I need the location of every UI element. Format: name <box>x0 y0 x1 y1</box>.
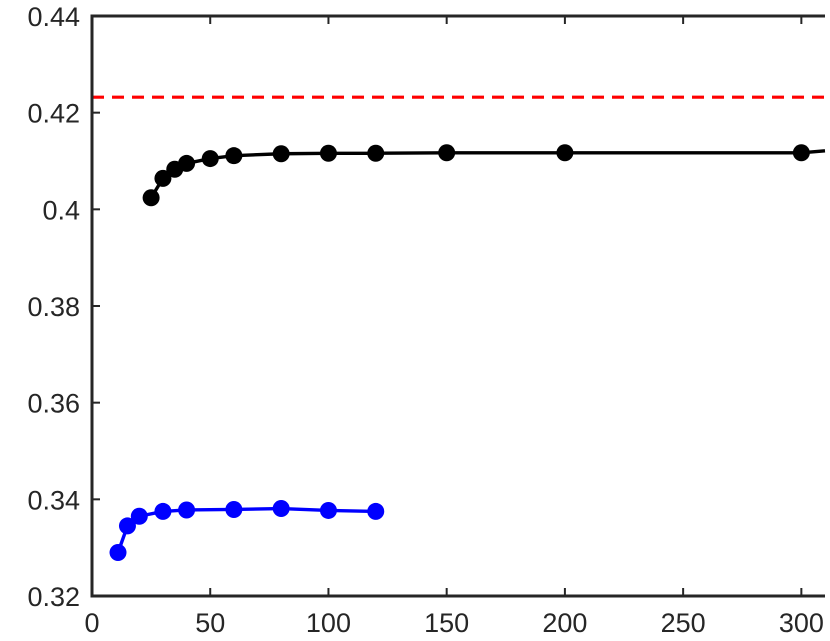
series-1-point <box>367 502 385 520</box>
x-tick-label: 250 <box>661 608 706 638</box>
axes-layer: 0 50 100 150 200 250 300 0.32 0.34 0.36 0.38 0.4 0.4… <box>27 2 825 638</box>
series-1-point <box>319 501 337 519</box>
x-tick-label: 200 <box>542 608 587 638</box>
y-tick-label: 0.44 <box>27 2 80 32</box>
series-1-point <box>154 502 172 520</box>
x-tick-label: 150 <box>424 608 469 638</box>
series-1-point <box>225 500 243 518</box>
series-0-line <box>149 149 826 199</box>
y-tick-label: 0.38 <box>27 292 80 322</box>
series-0-point <box>201 150 219 168</box>
series-0-point <box>792 144 810 162</box>
series-1-point <box>178 501 196 519</box>
y-tick-label: 0.4 <box>42 195 80 225</box>
series-0-point <box>556 144 574 162</box>
series-1-point <box>130 507 148 525</box>
series-0-point <box>438 144 456 162</box>
series-0-point <box>319 144 337 162</box>
series-0-point <box>154 169 172 187</box>
series-1-point <box>109 544 127 561</box>
series-1-point <box>118 517 136 535</box>
x-tick-label: 100 <box>306 608 351 638</box>
y-tick-label: 0.32 <box>27 582 80 612</box>
series-0-point <box>367 144 385 162</box>
series-1-point <box>272 500 290 518</box>
series-layer <box>92 95 826 561</box>
series-0-point <box>142 189 160 207</box>
y-tick-label: 0.36 <box>27 389 80 419</box>
x-tick-label: 0 <box>84 608 99 638</box>
y-tick-label: 0.42 <box>27 99 80 129</box>
x-tick-label: 50 <box>195 608 225 638</box>
y-tick-label: 0.34 <box>27 485 80 515</box>
x-tick-label: 300 <box>779 608 824 638</box>
series-0-point <box>178 154 196 172</box>
series-0-point <box>272 145 290 163</box>
series-0-point <box>225 147 243 165</box>
